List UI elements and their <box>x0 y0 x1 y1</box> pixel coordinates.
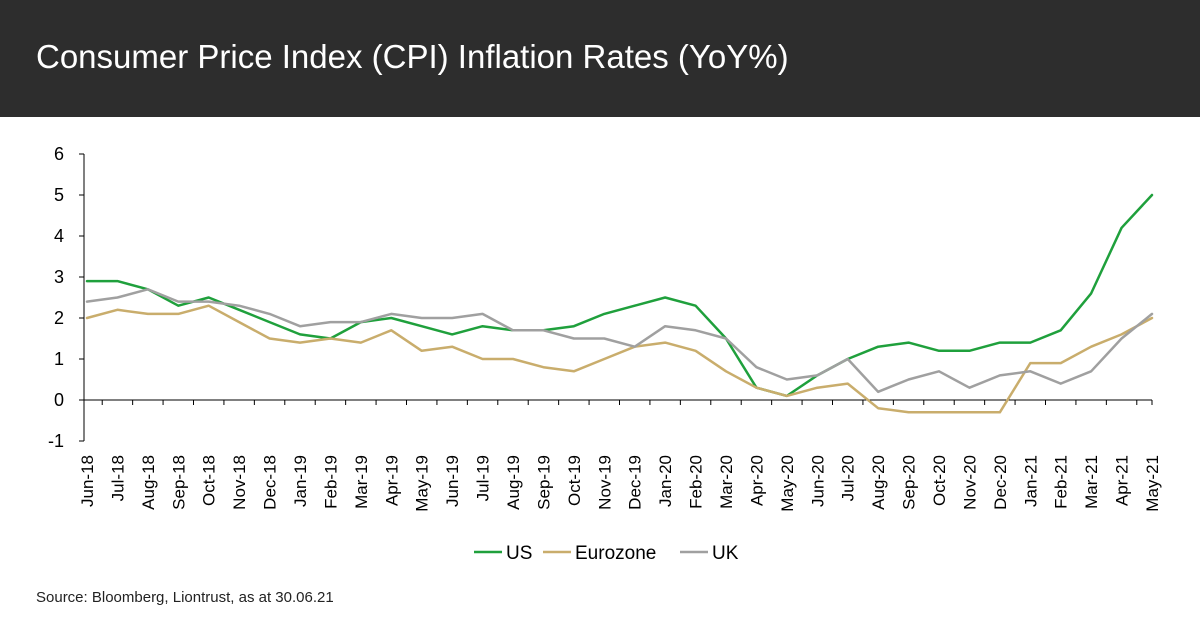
x-tick-label: May-19 <box>413 455 432 512</box>
x-tick-label: Mar-20 <box>717 455 736 509</box>
x-tick-label: Dec-18 <box>261 455 280 510</box>
series-line-uk <box>85 288 1154 394</box>
x-tick-label: Mar-21 <box>1082 455 1101 509</box>
y-tick-label: -1 <box>48 431 64 451</box>
series-line-eurozone <box>85 304 1154 414</box>
y-tick-label: 4 <box>54 226 64 246</box>
y-tick-label: 1 <box>54 349 64 369</box>
line-chart: -1 0 1 2 3 4 5 6 Jun-18 Jul-18 Aug-18 Sep-18 Oct-18 N… <box>48 144 1162 564</box>
y-tick-label: 2 <box>54 308 64 328</box>
x-tick-label: Jan-21 <box>1021 455 1040 507</box>
x-tick-label: Dec-19 <box>626 455 645 510</box>
x-tick-label: Jan-19 <box>291 455 310 507</box>
x-tick-label: Jan-20 <box>656 455 675 507</box>
x-tick-label: Feb-19 <box>321 455 340 509</box>
x-tick-label: Feb-20 <box>687 455 706 509</box>
legend-label-us: US <box>506 543 532 564</box>
x-tick-label: Jul-19 <box>474 455 493 501</box>
header-bar: Consumer Price Index (CPI) Inflation Rat… <box>0 0 1200 117</box>
x-tick-label: Oct-18 <box>200 455 219 506</box>
y-tick-label: 3 <box>54 267 64 287</box>
page-title: Consumer Price Index (CPI) Inflation Rat… <box>36 38 789 75</box>
x-tick-label: Apr-19 <box>382 455 401 506</box>
x-tick-label: Mar-19 <box>352 455 371 509</box>
x-tick-label: Sep-18 <box>169 455 188 510</box>
x-tick-label: May-20 <box>778 455 797 512</box>
x-tick-label: Sep-19 <box>534 455 553 510</box>
legend-label-uk: UK <box>712 543 739 564</box>
x-tick-label: May-21 <box>1143 455 1162 512</box>
x-tick-label: Jul-18 <box>108 455 127 501</box>
x-tick-label: Dec-20 <box>991 455 1010 510</box>
x-tick-label: Nov-20 <box>960 455 979 510</box>
series-line-us <box>85 193 1154 398</box>
x-tick-label: Nov-19 <box>595 455 614 510</box>
x-tick-label: Aug-18 <box>139 455 158 510</box>
source-note: Source: Bloomberg, Liontrust, as at 30.0… <box>36 589 334 606</box>
x-tick-label: Apr-20 <box>747 455 766 506</box>
x-tick-label: Jun-18 <box>78 455 97 507</box>
y-tick-label: 5 <box>54 185 64 205</box>
x-tick-label: Jul-20 <box>839 455 858 501</box>
x-tick-label: Oct-20 <box>930 455 949 506</box>
x-tick-label: Feb-21 <box>1052 455 1071 509</box>
x-tick-label: Apr-21 <box>1113 455 1132 506</box>
x-tick-label: Oct-19 <box>565 455 584 506</box>
x-tick-label: Aug-20 <box>869 455 888 510</box>
legend-label-eurozone: Eurozone <box>575 543 656 564</box>
x-tick-label: Jun-19 <box>443 455 462 507</box>
y-tick-label: 6 <box>54 144 64 164</box>
y-tick-label: 0 <box>54 390 64 410</box>
x-tick-label: Aug-19 <box>504 455 523 510</box>
x-tick-label: Jun-20 <box>808 455 827 507</box>
x-tick-label: Sep-20 <box>900 455 919 510</box>
x-tick-label: Nov-18 <box>230 455 249 510</box>
